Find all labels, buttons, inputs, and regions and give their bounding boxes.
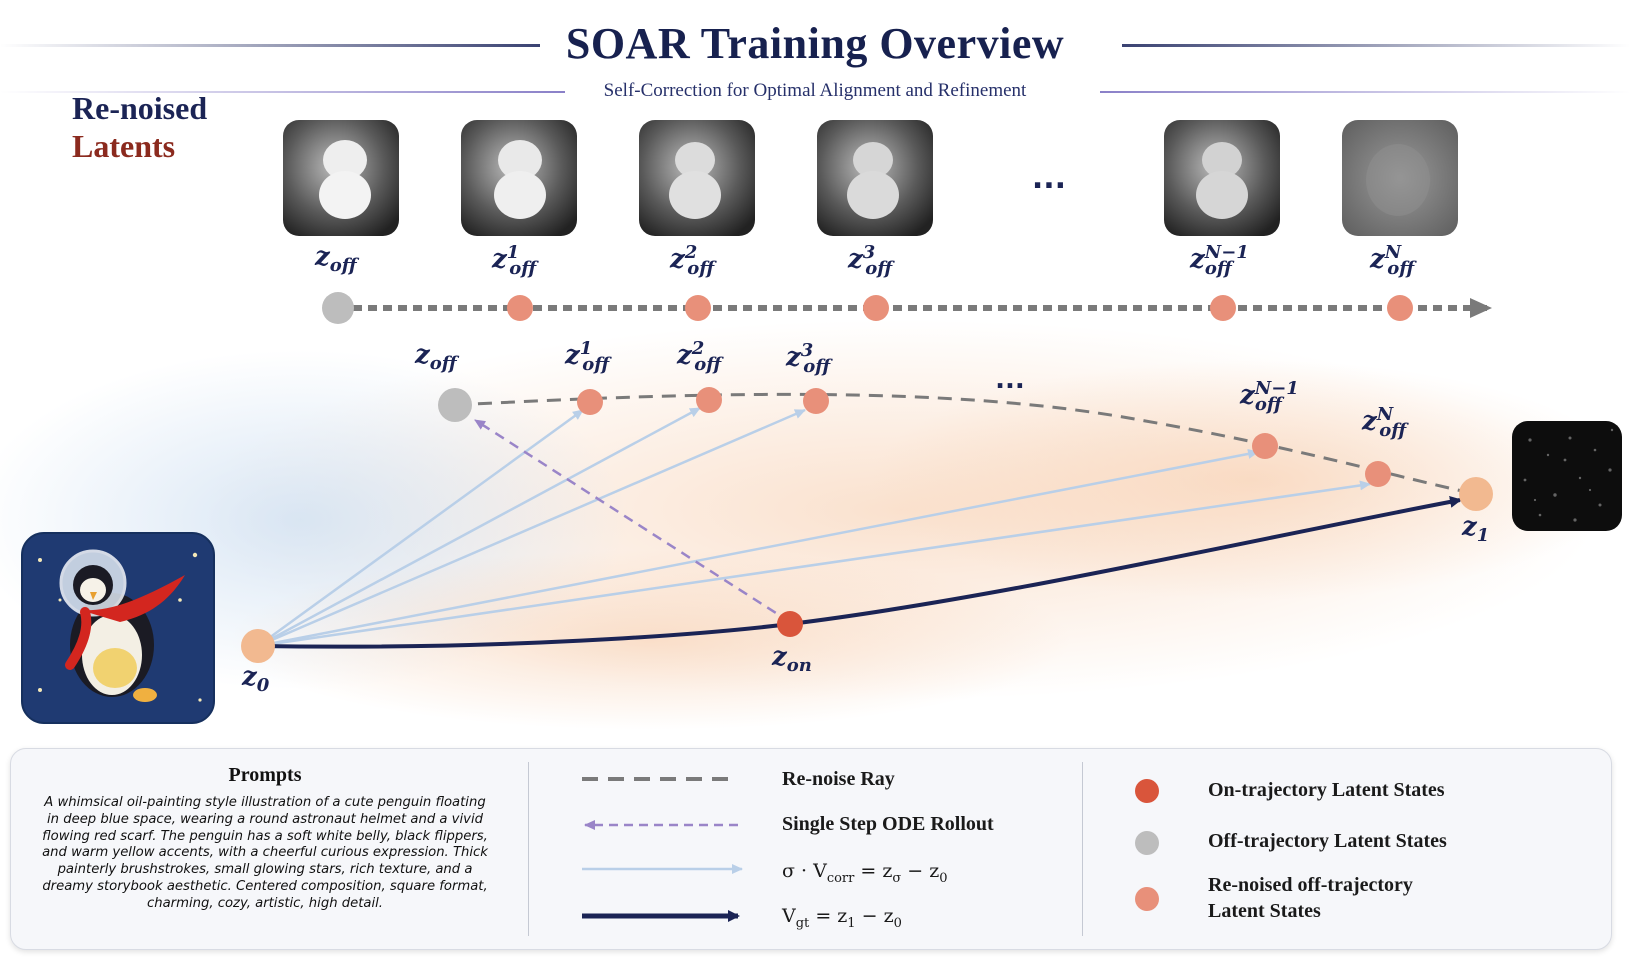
arc-label-off-3: z3off <box>786 340 831 377</box>
thumb-off <box>283 120 399 236</box>
top-label-off-1: z1off <box>492 242 537 279</box>
arc-label-off-1: z1off <box>565 338 610 375</box>
top-label-off-3: z3off <box>848 242 893 279</box>
thumb-off-3 <box>817 120 933 236</box>
label-zon: zon <box>772 642 812 677</box>
subtitle-rule-left <box>0 91 565 93</box>
title-rule-left <box>0 44 540 47</box>
prompts-title: Prompts <box>228 764 302 786</box>
top-node-off-1 <box>507 295 533 321</box>
legend-single-step-label: Single Step ODE Rollout <box>782 813 994 835</box>
prompt-text: A whimsical oil-painting style illustrat… <box>42 795 488 911</box>
legend-renoise-label: Re-noise Ray <box>782 768 895 790</box>
legend-on-label: On-trajectory Latent States <box>1208 779 1445 801</box>
node-z1 <box>1459 477 1493 511</box>
top-ellipsis: ... <box>1032 161 1066 196</box>
node-zon <box>777 611 803 637</box>
legend-off-label: Off-trajectory Latent States <box>1208 830 1447 852</box>
label-z1: z1 <box>1462 512 1490 547</box>
arc-node-off-2 <box>696 387 722 413</box>
top-node-off-2 <box>685 295 711 321</box>
top-label-off-n: zNoff <box>1370 242 1415 279</box>
trajectory-nodes <box>241 387 1493 663</box>
thumb-off-2 <box>639 120 755 236</box>
top-label-off: zoff <box>315 242 357 277</box>
top-node-off-n-1 <box>1210 295 1236 321</box>
node-z0 <box>241 629 275 663</box>
title-rule-right <box>1122 44 1630 47</box>
page-title: SOAR Training Overview <box>565 19 1065 68</box>
thumb-off-1 <box>461 120 577 236</box>
background-mist <box>0 320 1630 730</box>
page-subtitle: Self-Correction for Optimal Alignment an… <box>603 80 1027 101</box>
arc-label-off-n-1: zN−1off <box>1240 378 1299 415</box>
single-step-rollout <box>474 418 791 624</box>
arc-node-off-3 <box>803 388 829 414</box>
legend-divider-2 <box>1082 762 1083 936</box>
legend-vgt-label: Vgt = z1 − z0 <box>782 905 902 931</box>
arc-node-off-1 <box>577 389 603 415</box>
top-node-off-n <box>1387 295 1413 321</box>
legend-renoised-label-2: Latent States <box>1208 900 1321 922</box>
top-label-off-2: z2off <box>670 242 715 279</box>
correction-rays <box>257 406 1371 648</box>
legend-renoised-label-1: Re-noised off-trajectory <box>1208 874 1413 896</box>
arc-node-off-n-1 <box>1252 433 1278 459</box>
arc-label-off-n: zNoff <box>1362 404 1407 441</box>
noise-image-z1 <box>1512 421 1622 531</box>
arc-label-off-2: z2off <box>677 338 722 375</box>
top-label-off-n-1: zN−1off <box>1190 242 1249 279</box>
legend-sigma-label: σ · Vcorr = zσ − z0 <box>782 860 948 886</box>
top-thumbnails <box>283 120 1458 236</box>
penguin-image <box>21 532 215 724</box>
thumb-off-n-1 <box>1164 120 1280 236</box>
arc-node-off-n <box>1365 461 1391 487</box>
arc-ellipsis: ... <box>995 365 1025 395</box>
heading-renoised: Re-noised <box>72 90 208 126</box>
arc-node-off <box>438 388 472 422</box>
top-node-off-3 <box>863 295 889 321</box>
heading-latents: Latents <box>72 128 176 164</box>
subtitle-rule-right <box>1100 91 1630 93</box>
top-timeline-nodes <box>322 292 1413 324</box>
arc-label-off: zoff <box>415 340 457 375</box>
top-node-off <box>322 292 354 324</box>
legend-divider-1 <box>528 762 529 936</box>
thumb-off-n <box>1342 120 1458 236</box>
label-z0: z0 <box>242 662 270 697</box>
legend-panel <box>10 748 1612 950</box>
